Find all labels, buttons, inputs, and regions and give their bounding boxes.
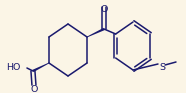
- Polygon shape: [87, 28, 105, 37]
- Text: O: O: [100, 4, 108, 13]
- Text: O: O: [30, 85, 38, 93]
- Text: HO: HO: [7, 64, 21, 73]
- Polygon shape: [32, 63, 49, 72]
- Text: S: S: [159, 62, 165, 72]
